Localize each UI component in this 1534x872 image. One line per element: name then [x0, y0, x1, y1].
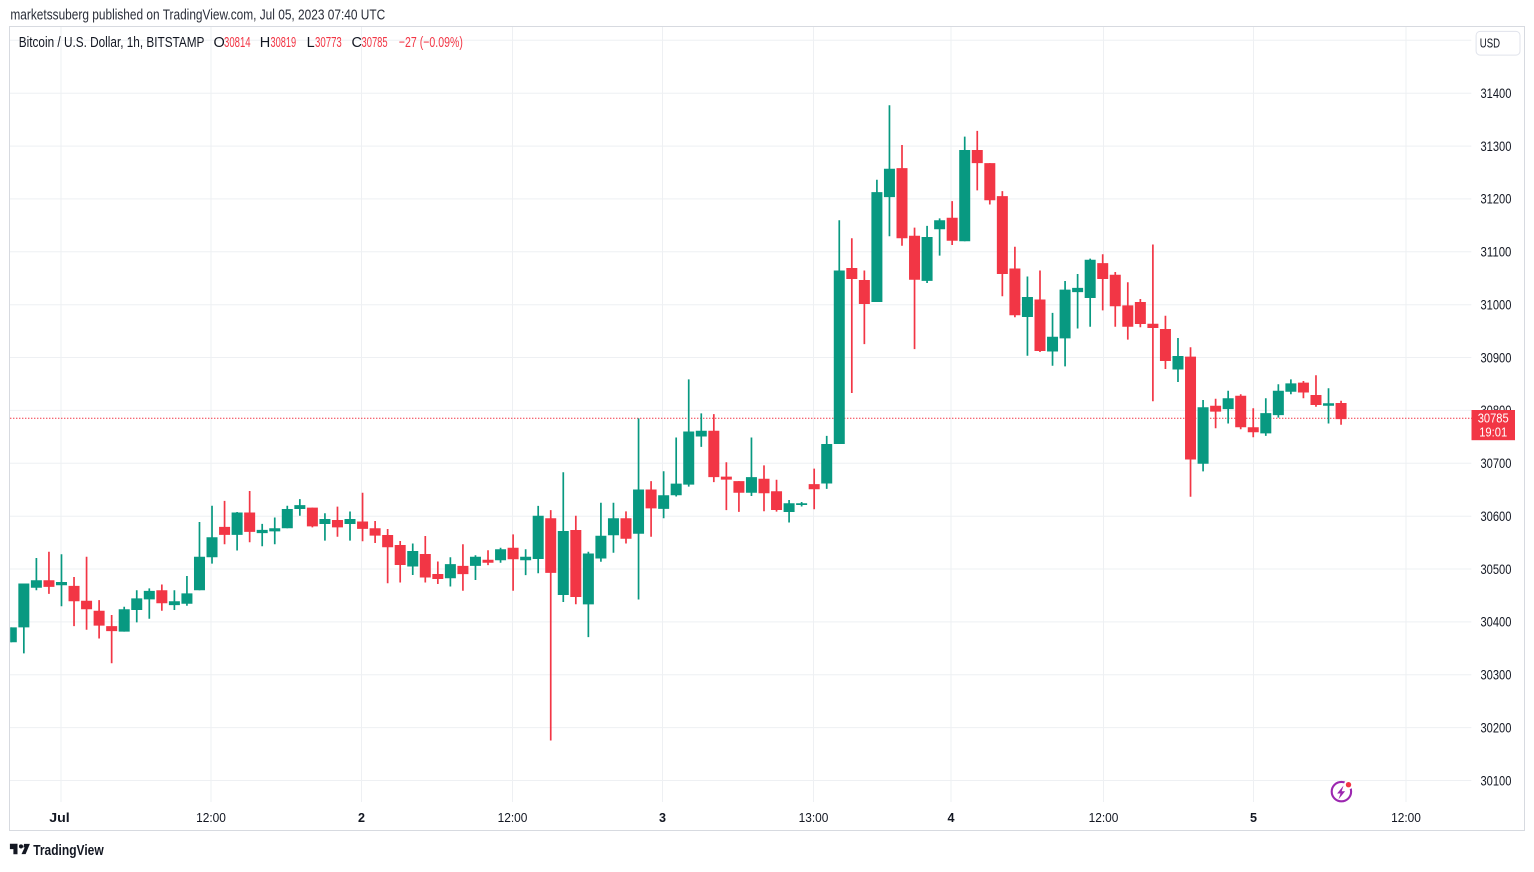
svg-text:12:00: 12:00: [498, 810, 528, 825]
svg-text:2: 2: [358, 810, 365, 825]
svg-text:19:01: 19:01: [1479, 425, 1507, 439]
svg-text:4: 4: [948, 810, 956, 825]
svg-text:30600: 30600: [1481, 509, 1512, 524]
svg-text:30700: 30700: [1481, 456, 1512, 471]
svg-text:31000: 31000: [1481, 298, 1512, 313]
svg-text:30814: 30814: [224, 35, 251, 51]
svg-text:31100: 31100: [1481, 245, 1512, 260]
svg-text:Bitcoin / U.S. Dollar, 1h, BIT: Bitcoin / U.S. Dollar, 1h, BITSTAMP: [19, 35, 205, 51]
svg-text:3: 3: [659, 810, 666, 825]
svg-text:31400: 31400: [1481, 86, 1512, 101]
svg-text:TradingView: TradingView: [33, 843, 104, 859]
svg-text:12:00: 12:00: [196, 810, 226, 825]
svg-text:H: H: [260, 35, 270, 51]
svg-text:30785: 30785: [362, 35, 388, 51]
svg-text:12:00: 12:00: [1391, 810, 1421, 825]
svg-text:30900: 30900: [1481, 350, 1512, 365]
svg-text:30400: 30400: [1481, 615, 1512, 630]
svg-text:−27 (−0.09%): −27 (−0.09%): [399, 35, 463, 51]
svg-text:30819: 30819: [271, 35, 297, 51]
svg-text:30200: 30200: [1481, 720, 1512, 735]
svg-text:30773: 30773: [315, 35, 342, 51]
svg-text:30785: 30785: [1478, 412, 1509, 426]
svg-text:O: O: [214, 35, 225, 51]
svg-text:marketssuberg published on Tra: marketssuberg published on TradingView.c…: [10, 6, 385, 23]
svg-text:5: 5: [1250, 810, 1257, 825]
svg-text:12:00: 12:00: [1089, 810, 1119, 825]
svg-text:31200: 31200: [1481, 192, 1512, 207]
svg-text:31300: 31300: [1481, 139, 1512, 154]
svg-text:30100: 30100: [1481, 773, 1512, 788]
svg-text:13:00: 13:00: [799, 810, 829, 825]
svg-text:USD: USD: [1480, 37, 1500, 51]
svg-text:L: L: [307, 35, 315, 51]
svg-text:30300: 30300: [1481, 668, 1512, 683]
svg-text:C: C: [352, 35, 362, 51]
svg-text:30500: 30500: [1481, 562, 1512, 577]
svg-text:Jul: Jul: [49, 810, 70, 825]
